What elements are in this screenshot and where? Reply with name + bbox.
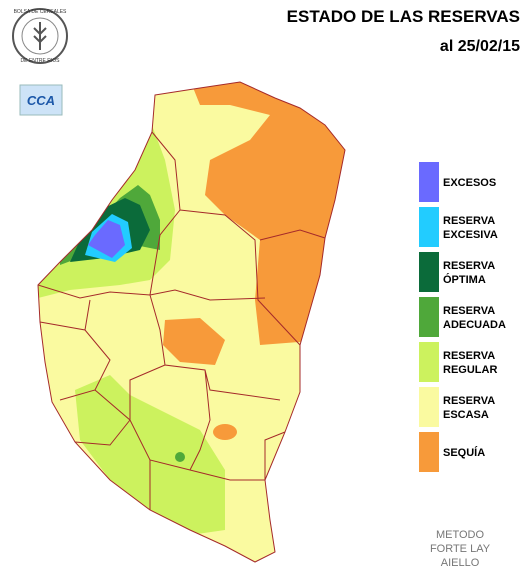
legend-label: ADECUADA xyxy=(443,319,506,331)
logo: BOLSA DE CEREALES DE ENTRE RIOS xyxy=(12,8,68,64)
legend-label: REGULAR xyxy=(443,364,497,376)
legend-swatch xyxy=(419,297,439,337)
legend-swatch xyxy=(419,387,439,427)
footer-text: AIELLO xyxy=(441,557,480,569)
legend: EXCESOSRESERVAEXCESIVARESERVAÓPTIMARESER… xyxy=(419,162,506,472)
footer-text: METODO xyxy=(436,529,485,541)
badge-text: CCA xyxy=(27,93,55,108)
province-map xyxy=(37,81,346,563)
legend-label: EXCESOS xyxy=(443,177,496,189)
legend-swatch xyxy=(419,432,439,472)
badge: CCA xyxy=(19,84,63,116)
legend-swatch xyxy=(419,162,439,202)
legend-label: RESERVA xyxy=(443,215,495,227)
legend-label: RESERVA xyxy=(443,395,495,407)
logo-text: BOLSA DE CEREALES xyxy=(14,9,67,15)
legend-label: SEQUÍA xyxy=(443,446,485,459)
legend-swatch xyxy=(419,207,439,247)
legend-label: ÓPTIMA xyxy=(443,273,486,286)
legend-swatch xyxy=(419,342,439,382)
legend-label: ESCASA xyxy=(443,409,489,421)
legend-label: EXCESIVA xyxy=(443,229,498,241)
footer: METODO FORTE LAY AIELLO xyxy=(430,529,491,569)
date: al 25/02/15 xyxy=(440,38,520,55)
legend-label: RESERVA xyxy=(443,350,495,362)
legend-label: RESERVA xyxy=(443,305,495,317)
title: ESTADO DE LAS RESERVAS xyxy=(287,7,520,26)
footer-text: FORTE LAY xyxy=(430,543,491,555)
legend-label: RESERVA xyxy=(443,260,495,272)
logo-text: DE ENTRE RIOS xyxy=(21,58,61,64)
legend-swatch xyxy=(419,252,439,292)
